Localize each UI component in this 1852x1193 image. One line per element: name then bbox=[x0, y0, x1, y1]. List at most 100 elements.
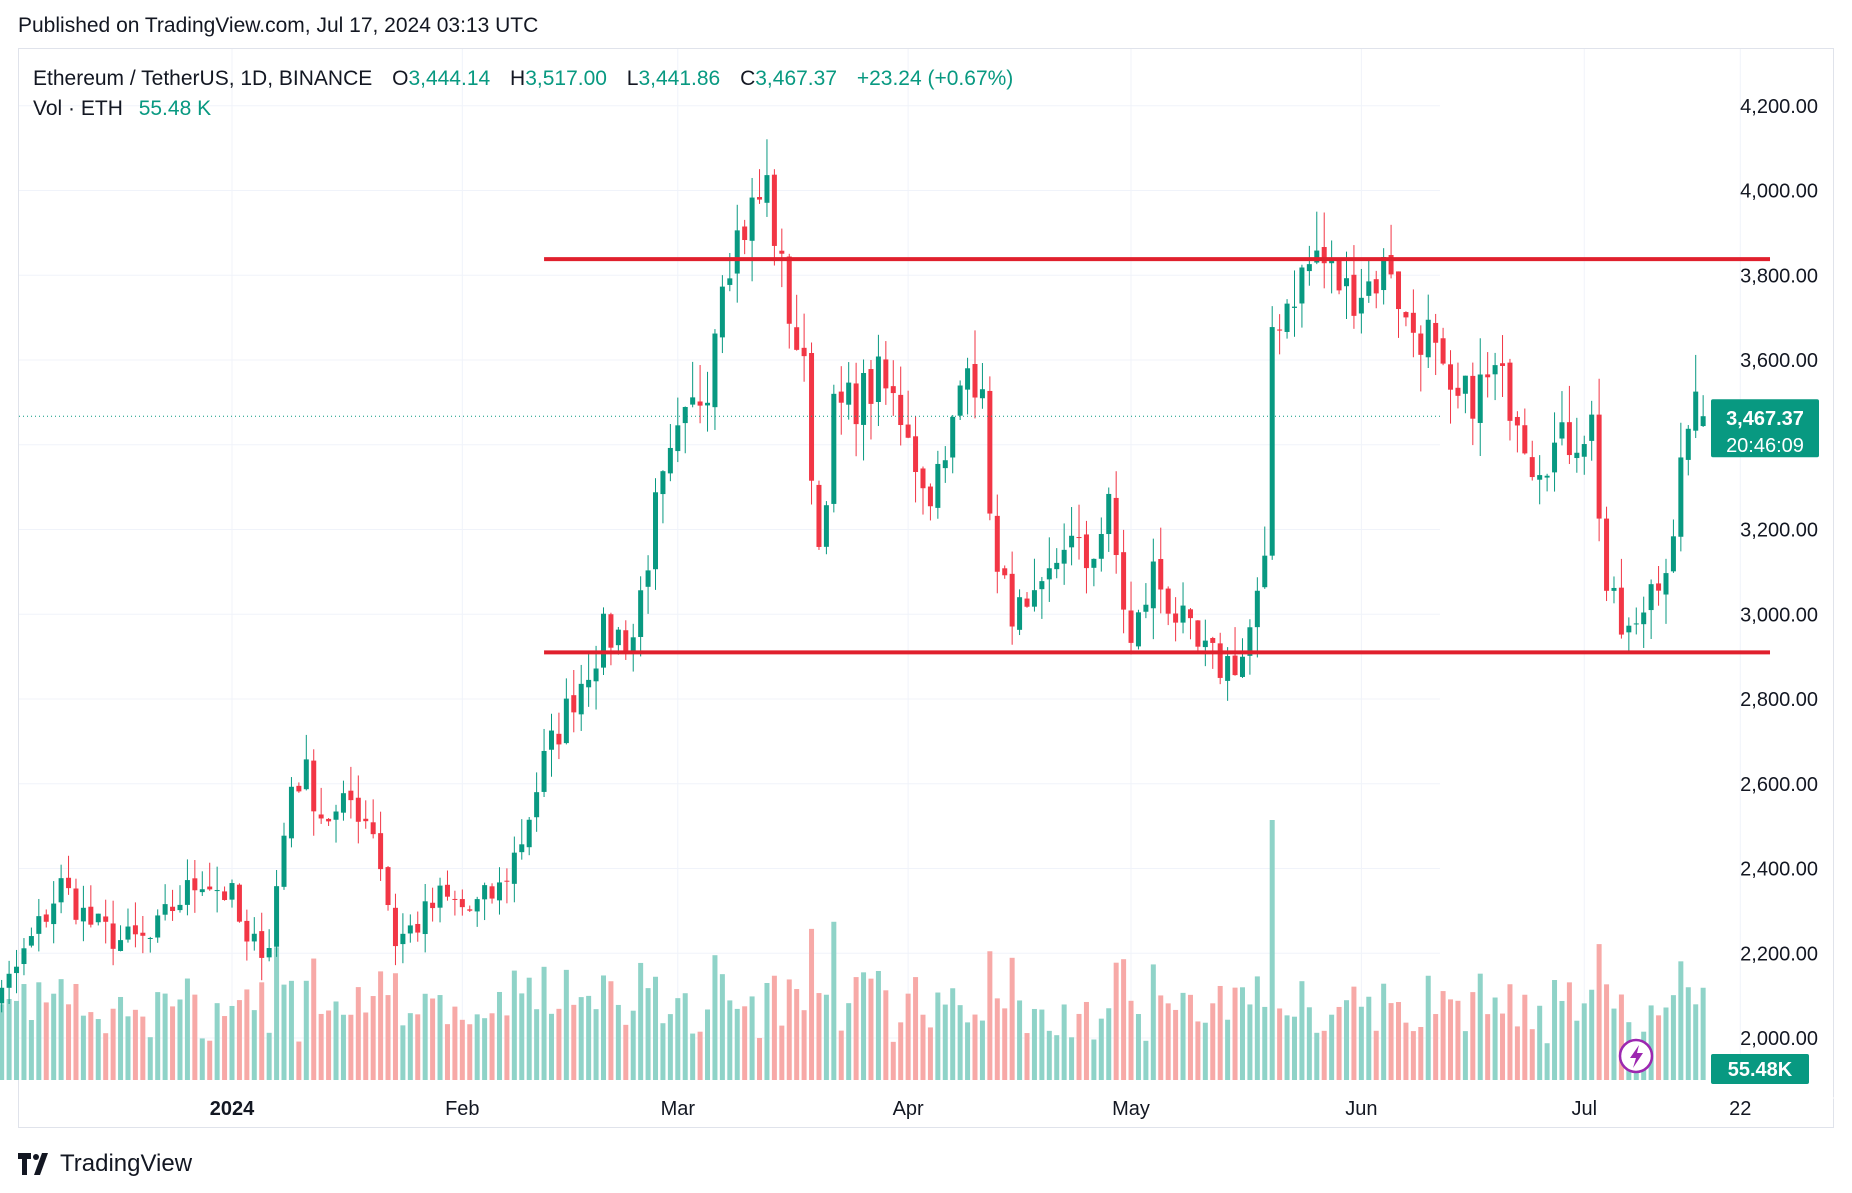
volume-bar bbox=[1254, 976, 1260, 1080]
candle bbox=[1329, 240, 1335, 294]
candle bbox=[1626, 617, 1632, 651]
candle-body bbox=[363, 818, 369, 822]
candle bbox=[1306, 245, 1312, 286]
candle-body bbox=[1061, 549, 1067, 564]
brand[interactable]: TradingView bbox=[18, 1148, 192, 1180]
candle bbox=[43, 909, 49, 928]
candle bbox=[838, 366, 844, 435]
candle bbox=[132, 902, 138, 948]
candle bbox=[667, 424, 673, 482]
candle bbox=[170, 889, 176, 921]
candle bbox=[1135, 609, 1141, 650]
candle bbox=[534, 772, 540, 832]
candle bbox=[1069, 507, 1075, 566]
candle-body bbox=[712, 333, 718, 408]
candle-body bbox=[355, 797, 361, 822]
candle-body bbox=[51, 903, 57, 925]
candle bbox=[147, 936, 153, 953]
candle-body bbox=[534, 792, 540, 818]
price-tick-label: 2,600.00 bbox=[1740, 774, 1818, 796]
volume-bar bbox=[1440, 991, 1446, 1080]
candle bbox=[311, 749, 317, 836]
price-tick-label: 2,000.00 bbox=[1740, 1028, 1818, 1050]
volume-bar bbox=[118, 996, 124, 1080]
candle bbox=[281, 822, 287, 890]
candle-body bbox=[1373, 279, 1379, 294]
candle-body bbox=[586, 679, 592, 688]
candle-body bbox=[1618, 587, 1624, 635]
volume-bar bbox=[222, 1016, 228, 1080]
candle-body bbox=[965, 368, 971, 390]
volume-bar bbox=[422, 993, 428, 1080]
candle-body bbox=[1589, 414, 1595, 441]
candle-body bbox=[1091, 558, 1097, 568]
candle bbox=[259, 912, 265, 981]
volume-bar bbox=[1418, 1026, 1424, 1080]
legend-volume-row: Vol · ETH 55.48 K bbox=[33, 94, 1013, 124]
legend-high: 3,517.00 bbox=[525, 67, 607, 90]
volume-bar bbox=[994, 998, 1000, 1080]
candle bbox=[957, 380, 963, 420]
candle bbox=[1604, 506, 1610, 602]
candle-body bbox=[422, 901, 428, 935]
candle bbox=[1685, 425, 1691, 476]
volume-bar bbox=[1455, 1000, 1461, 1080]
candle bbox=[1552, 412, 1558, 492]
candle bbox=[1247, 619, 1253, 675]
candle-body bbox=[184, 880, 190, 905]
volume-bar bbox=[452, 1006, 458, 1080]
candle bbox=[496, 867, 502, 915]
candle-body bbox=[496, 882, 502, 901]
price-tick-label: 3,200.00 bbox=[1740, 520, 1818, 542]
candle-body bbox=[1418, 333, 1424, 355]
volume-bar bbox=[1611, 1008, 1617, 1080]
candle bbox=[318, 787, 324, 824]
candle-body bbox=[467, 909, 473, 911]
volume-bar bbox=[326, 1010, 332, 1080]
volume-bar bbox=[1604, 984, 1610, 1080]
price-tick-label: 2,400.00 bbox=[1740, 859, 1818, 881]
candle-body bbox=[21, 948, 27, 965]
candle bbox=[1700, 395, 1706, 428]
volume-bar bbox=[184, 978, 190, 1080]
candle-body bbox=[942, 460, 948, 469]
legend-volume-label[interactable]: Vol · ETH bbox=[33, 97, 123, 120]
candle bbox=[504, 868, 510, 904]
candle-body bbox=[415, 923, 421, 933]
volume-bar bbox=[1358, 1006, 1364, 1080]
candle bbox=[51, 881, 57, 944]
volume-bar bbox=[6, 999, 12, 1080]
time-tick-label: Jun bbox=[1345, 1098, 1377, 1120]
price-tick-label: 3,000.00 bbox=[1740, 604, 1818, 626]
candle-body bbox=[548, 730, 554, 750]
volume-bar bbox=[682, 993, 688, 1080]
candle-body bbox=[1128, 610, 1134, 643]
volume-bar bbox=[0, 1004, 5, 1080]
candle-body bbox=[1574, 452, 1580, 459]
volume-bar bbox=[1069, 1037, 1075, 1080]
candle bbox=[675, 397, 681, 463]
candle bbox=[861, 359, 867, 461]
candle-body bbox=[1485, 374, 1491, 378]
volume-bar bbox=[1656, 1015, 1662, 1080]
candle-body bbox=[1232, 655, 1238, 676]
volume-bar bbox=[244, 989, 250, 1080]
candle-body bbox=[719, 286, 725, 338]
candle-body bbox=[155, 915, 161, 938]
volume-bar bbox=[1618, 994, 1624, 1080]
legend-symbol[interactable]: Ethereum / TetherUS, 1D, BINANCE bbox=[33, 67, 373, 90]
time-tick-label: Jul bbox=[1571, 1098, 1597, 1120]
candle-body bbox=[764, 175, 770, 203]
volume-bar bbox=[1329, 1014, 1335, 1080]
candle-body bbox=[831, 393, 837, 504]
candle bbox=[1024, 592, 1030, 608]
candle bbox=[244, 909, 250, 961]
volume-bar bbox=[534, 1009, 540, 1080]
price-tick-label: 2,800.00 bbox=[1740, 689, 1818, 711]
candle-body bbox=[140, 932, 146, 936]
volume-bar bbox=[1225, 1019, 1231, 1080]
candle-body bbox=[1455, 387, 1461, 396]
candle-body bbox=[1477, 374, 1483, 423]
candle-body bbox=[459, 899, 465, 908]
